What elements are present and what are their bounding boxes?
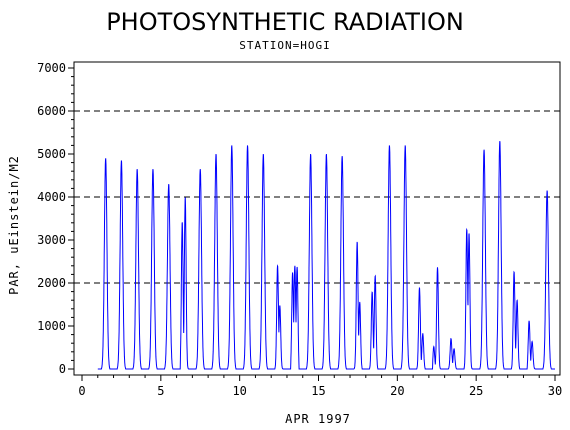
x-tick-label-30: 30 <box>548 384 562 398</box>
plot-frame <box>73 61 561 376</box>
x-axis: 0 5 10 15 20 25 30 <box>78 375 562 398</box>
y-tick-label-3000: 3000 <box>37 233 66 247</box>
y-tick-label-5000: 5000 <box>37 147 66 161</box>
y-axis: 0 1000 2000 3000 4000 5000 6000 7000 <box>37 61 74 376</box>
y-tick-label-7000: 7000 <box>37 61 66 75</box>
x-axis-label: APR 1997 <box>285 412 351 426</box>
x-tick-label-25: 25 <box>469 384 483 398</box>
y-axis-label: PAR, uEinstein/M2 <box>7 155 21 295</box>
y-tick-label-6000: 6000 <box>37 104 66 118</box>
x-tick-label-5: 5 <box>157 384 164 398</box>
y-tick-label-0: 0 <box>59 362 66 376</box>
x-tick-label-10: 10 <box>232 384 246 398</box>
reference-lines <box>74 110 560 284</box>
chart-title: PHOTOSYNTHETIC RADIATION <box>106 8 464 36</box>
par-series-line <box>97 141 555 370</box>
y-tick-label-2000: 2000 <box>37 276 66 290</box>
y-tick-label-4000: 4000 <box>37 190 66 204</box>
y-tick-label-1000: 1000 <box>37 319 66 333</box>
x-tick-label-0: 0 <box>78 384 85 398</box>
chart-subtitle: STATION=HOGI <box>239 39 330 52</box>
x-tick-label-15: 15 <box>311 384 325 398</box>
x-tick-label-20: 20 <box>390 384 404 398</box>
